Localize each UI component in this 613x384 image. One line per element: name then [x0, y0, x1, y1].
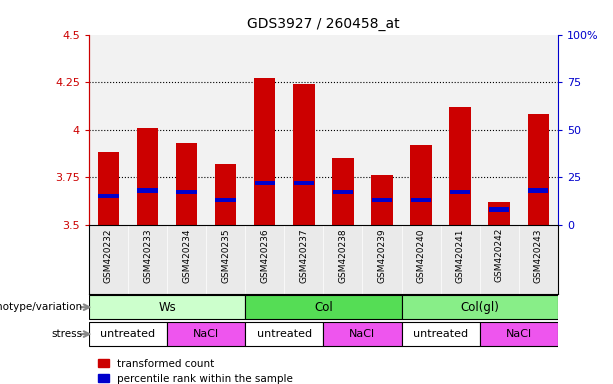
Bar — [254, 181, 275, 185]
Title: GDS3927 / 260458_at: GDS3927 / 260458_at — [247, 17, 400, 31]
Bar — [362, 225, 402, 294]
Text: untreated: untreated — [257, 329, 312, 339]
Bar — [167, 225, 206, 294]
Text: NaCl: NaCl — [506, 329, 532, 339]
Text: NaCl: NaCl — [349, 329, 376, 339]
Bar — [89, 225, 128, 294]
Bar — [441, 225, 480, 294]
Text: GSM420234: GSM420234 — [182, 228, 191, 283]
Bar — [333, 190, 353, 194]
Bar — [215, 198, 236, 202]
Bar — [284, 35, 324, 225]
Bar — [480, 225, 519, 294]
Bar — [480, 35, 519, 225]
Bar — [89, 295, 245, 319]
Bar — [489, 202, 510, 225]
Text: GSM420239: GSM420239 — [378, 228, 386, 283]
Bar — [98, 194, 119, 198]
Bar — [245, 322, 324, 346]
Bar — [245, 35, 284, 225]
Bar — [402, 225, 441, 294]
Bar — [402, 322, 480, 346]
Bar — [97, 152, 119, 225]
Text: GSM420241: GSM420241 — [455, 228, 465, 283]
Bar — [206, 225, 245, 294]
Bar — [519, 225, 558, 294]
Bar — [402, 35, 441, 225]
Text: untreated: untreated — [101, 329, 156, 339]
Bar — [215, 164, 237, 225]
Text: Ws: Ws — [158, 301, 176, 314]
Bar — [206, 35, 245, 225]
Bar — [519, 35, 558, 225]
Bar — [89, 35, 128, 225]
Bar — [137, 128, 158, 225]
Bar — [294, 181, 314, 185]
Bar — [410, 145, 432, 225]
Bar — [324, 322, 402, 346]
Bar — [324, 35, 362, 225]
Text: GSM420233: GSM420233 — [143, 228, 152, 283]
Bar — [89, 322, 167, 346]
Text: GSM420237: GSM420237 — [299, 228, 308, 283]
Text: GSM420243: GSM420243 — [534, 228, 543, 283]
Bar — [528, 114, 549, 225]
Bar — [245, 295, 402, 319]
Bar — [411, 198, 432, 202]
Text: NaCl: NaCl — [193, 329, 219, 339]
Bar — [167, 322, 245, 346]
Bar — [332, 158, 354, 225]
Bar — [450, 190, 470, 194]
Bar — [480, 322, 558, 346]
Text: Col: Col — [314, 301, 333, 314]
Bar — [284, 225, 324, 294]
Text: GSM420238: GSM420238 — [338, 228, 348, 283]
Text: genotype/variation: genotype/variation — [0, 302, 83, 312]
Bar — [441, 35, 480, 225]
Text: Col(gl): Col(gl) — [460, 301, 499, 314]
Legend: transformed count, percentile rank within the sample: transformed count, percentile rank withi… — [94, 355, 297, 384]
Bar — [254, 78, 275, 225]
Bar — [402, 295, 558, 319]
Text: GSM420232: GSM420232 — [104, 228, 113, 283]
Bar — [293, 84, 314, 225]
Bar — [137, 188, 158, 192]
Text: untreated: untreated — [413, 329, 468, 339]
Bar — [371, 198, 392, 202]
Text: stress: stress — [51, 329, 83, 339]
Bar — [489, 207, 509, 212]
Bar — [362, 35, 402, 225]
Bar — [245, 225, 284, 294]
Bar — [176, 143, 197, 225]
Text: GSM420240: GSM420240 — [417, 228, 425, 283]
Bar — [449, 107, 471, 225]
Bar — [167, 35, 206, 225]
Bar — [528, 188, 549, 192]
Bar — [177, 190, 197, 194]
Text: GSM420242: GSM420242 — [495, 228, 504, 283]
Bar — [324, 225, 362, 294]
Text: GSM420236: GSM420236 — [261, 228, 269, 283]
Bar — [371, 175, 393, 225]
Bar — [128, 35, 167, 225]
Text: GSM420235: GSM420235 — [221, 228, 230, 283]
Bar — [128, 225, 167, 294]
